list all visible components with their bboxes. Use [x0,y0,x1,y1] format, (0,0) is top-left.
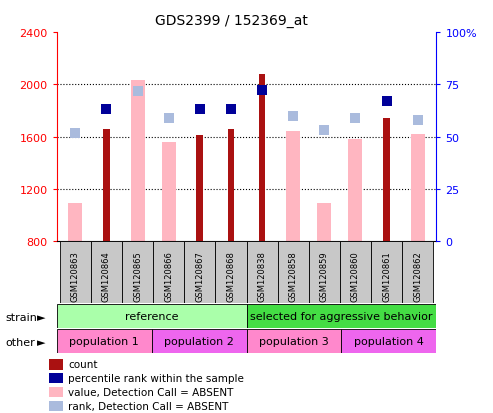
Text: GSM120859: GSM120859 [320,251,329,301]
Bar [49,359,63,370]
Text: GSM120861: GSM120861 [382,251,391,301]
Bar [286,132,300,242]
Point [258,87,266,94]
Point [352,116,359,122]
FancyBboxPatch shape [91,242,122,304]
Text: population 2: population 2 [164,336,234,346]
Text: GSM120868: GSM120868 [226,251,236,301]
Point [383,99,390,105]
Bar [162,142,176,242]
FancyBboxPatch shape [371,242,402,304]
Bar [196,136,203,242]
Text: GSM120865: GSM120865 [133,251,142,301]
FancyBboxPatch shape [246,329,341,353]
Text: population 3: population 3 [259,336,329,346]
Text: rank, Detection Call = ABSENT: rank, Detection Call = ABSENT [68,401,229,411]
Bar [228,130,234,242]
Point [320,128,328,134]
Bar [49,387,63,397]
Text: GDS2399 / 152369_at: GDS2399 / 152369_at [155,14,308,28]
Text: population 1: population 1 [70,336,139,346]
Text: GSM120863: GSM120863 [71,251,80,301]
Text: ►: ► [37,312,45,322]
FancyBboxPatch shape [153,242,184,304]
Text: percentile rank within the sample: percentile rank within the sample [68,373,244,383]
Bar [317,204,331,242]
Text: reference: reference [125,311,178,321]
Point [103,107,110,113]
FancyBboxPatch shape [152,329,246,353]
Text: value, Detection Call = ABSENT: value, Detection Call = ABSENT [68,387,234,397]
Text: GSM120858: GSM120858 [289,251,298,301]
Bar [49,373,63,384]
Text: strain: strain [5,312,37,322]
FancyBboxPatch shape [402,242,433,304]
Text: selected for aggressive behavior: selected for aggressive behavior [250,311,433,321]
Point [289,113,297,120]
Bar [349,140,362,242]
Bar [259,75,265,242]
Text: GSM120864: GSM120864 [102,251,111,301]
FancyBboxPatch shape [246,304,436,328]
Point [165,116,173,122]
Text: ►: ► [37,337,45,347]
FancyBboxPatch shape [278,242,309,304]
Text: GSM120862: GSM120862 [413,251,422,301]
Text: GSM120860: GSM120860 [351,251,360,301]
FancyBboxPatch shape [122,242,153,304]
Text: count: count [68,359,98,369]
Text: GSM120867: GSM120867 [195,251,204,301]
Text: GSM120838: GSM120838 [257,251,267,301]
FancyBboxPatch shape [184,242,215,304]
Bar [69,204,82,242]
Point [227,107,235,113]
Text: GSM120866: GSM120866 [164,251,173,301]
Bar [131,81,144,242]
Bar [103,130,110,242]
Text: population 4: population 4 [354,336,424,346]
Point [414,118,422,124]
FancyBboxPatch shape [340,242,371,304]
FancyBboxPatch shape [57,329,152,353]
FancyBboxPatch shape [57,304,246,328]
Text: other: other [5,337,35,347]
FancyBboxPatch shape [246,242,278,304]
Point [196,107,204,113]
FancyBboxPatch shape [341,329,436,353]
FancyBboxPatch shape [60,242,91,304]
Bar [383,119,390,242]
Point [71,131,79,138]
Point [134,88,141,95]
FancyBboxPatch shape [215,242,246,304]
Bar [411,135,424,242]
Bar [49,401,63,411]
FancyBboxPatch shape [309,242,340,304]
